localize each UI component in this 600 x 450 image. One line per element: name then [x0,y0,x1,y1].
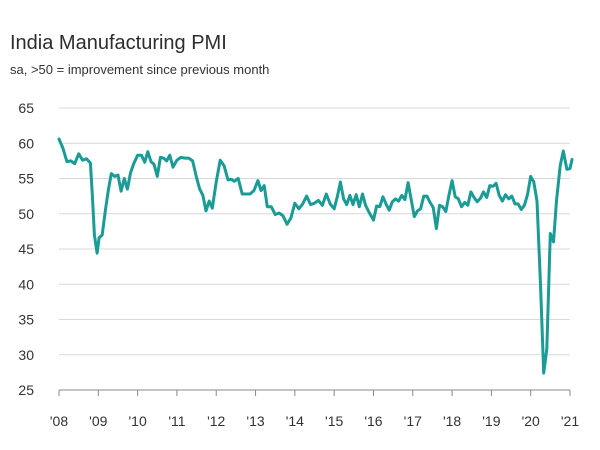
gridlines [59,107,570,356]
chart-title: India Manufacturing PMI [10,32,227,54]
x-tick-label: '14 [286,413,304,429]
x-tick-label: '08 [50,413,68,429]
x-tick-label: '19 [482,413,500,429]
x-tick-label: '09 [89,413,107,429]
x-tick-label: '21 [561,413,579,429]
y-tick-label: 40 [18,276,34,292]
x-tick-label: '12 [207,413,225,429]
y-tick-label: 55 [18,171,34,187]
x-tick-label: '11 [168,413,185,429]
y-tick-label: 30 [18,347,34,363]
x-tick-label: '17 [404,413,422,429]
y-tick-label: 35 [18,312,34,328]
y-tick-label: 45 [18,241,34,257]
y-tick-label: 65 [18,100,34,116]
y-tick-label: 60 [18,135,34,151]
y-tick-label: 25 [18,382,34,398]
x-tick-label: '16 [364,413,382,429]
y-tick-label: 50 [18,206,34,222]
series-layer [57,137,574,375]
x-tick-label: '13 [246,413,264,429]
chart-subtitle: sa, >50 = improvement since previous mon… [10,62,270,77]
series-line-pmi [57,137,574,375]
x-tick-label: '18 [443,413,461,429]
y-axis-ticks: 25 30 35 40 45 50 55 60 65 [18,100,34,398]
x-axis-ticks: '08 '09 '10 '11 '12 '13 '14 '15 '16 '17 '18 '19 '20 '… [50,390,579,429]
x-tick-label: '10 [128,413,146,429]
x-tick-label: '15 [325,413,343,429]
x-tick-label: '20 [522,413,540,429]
